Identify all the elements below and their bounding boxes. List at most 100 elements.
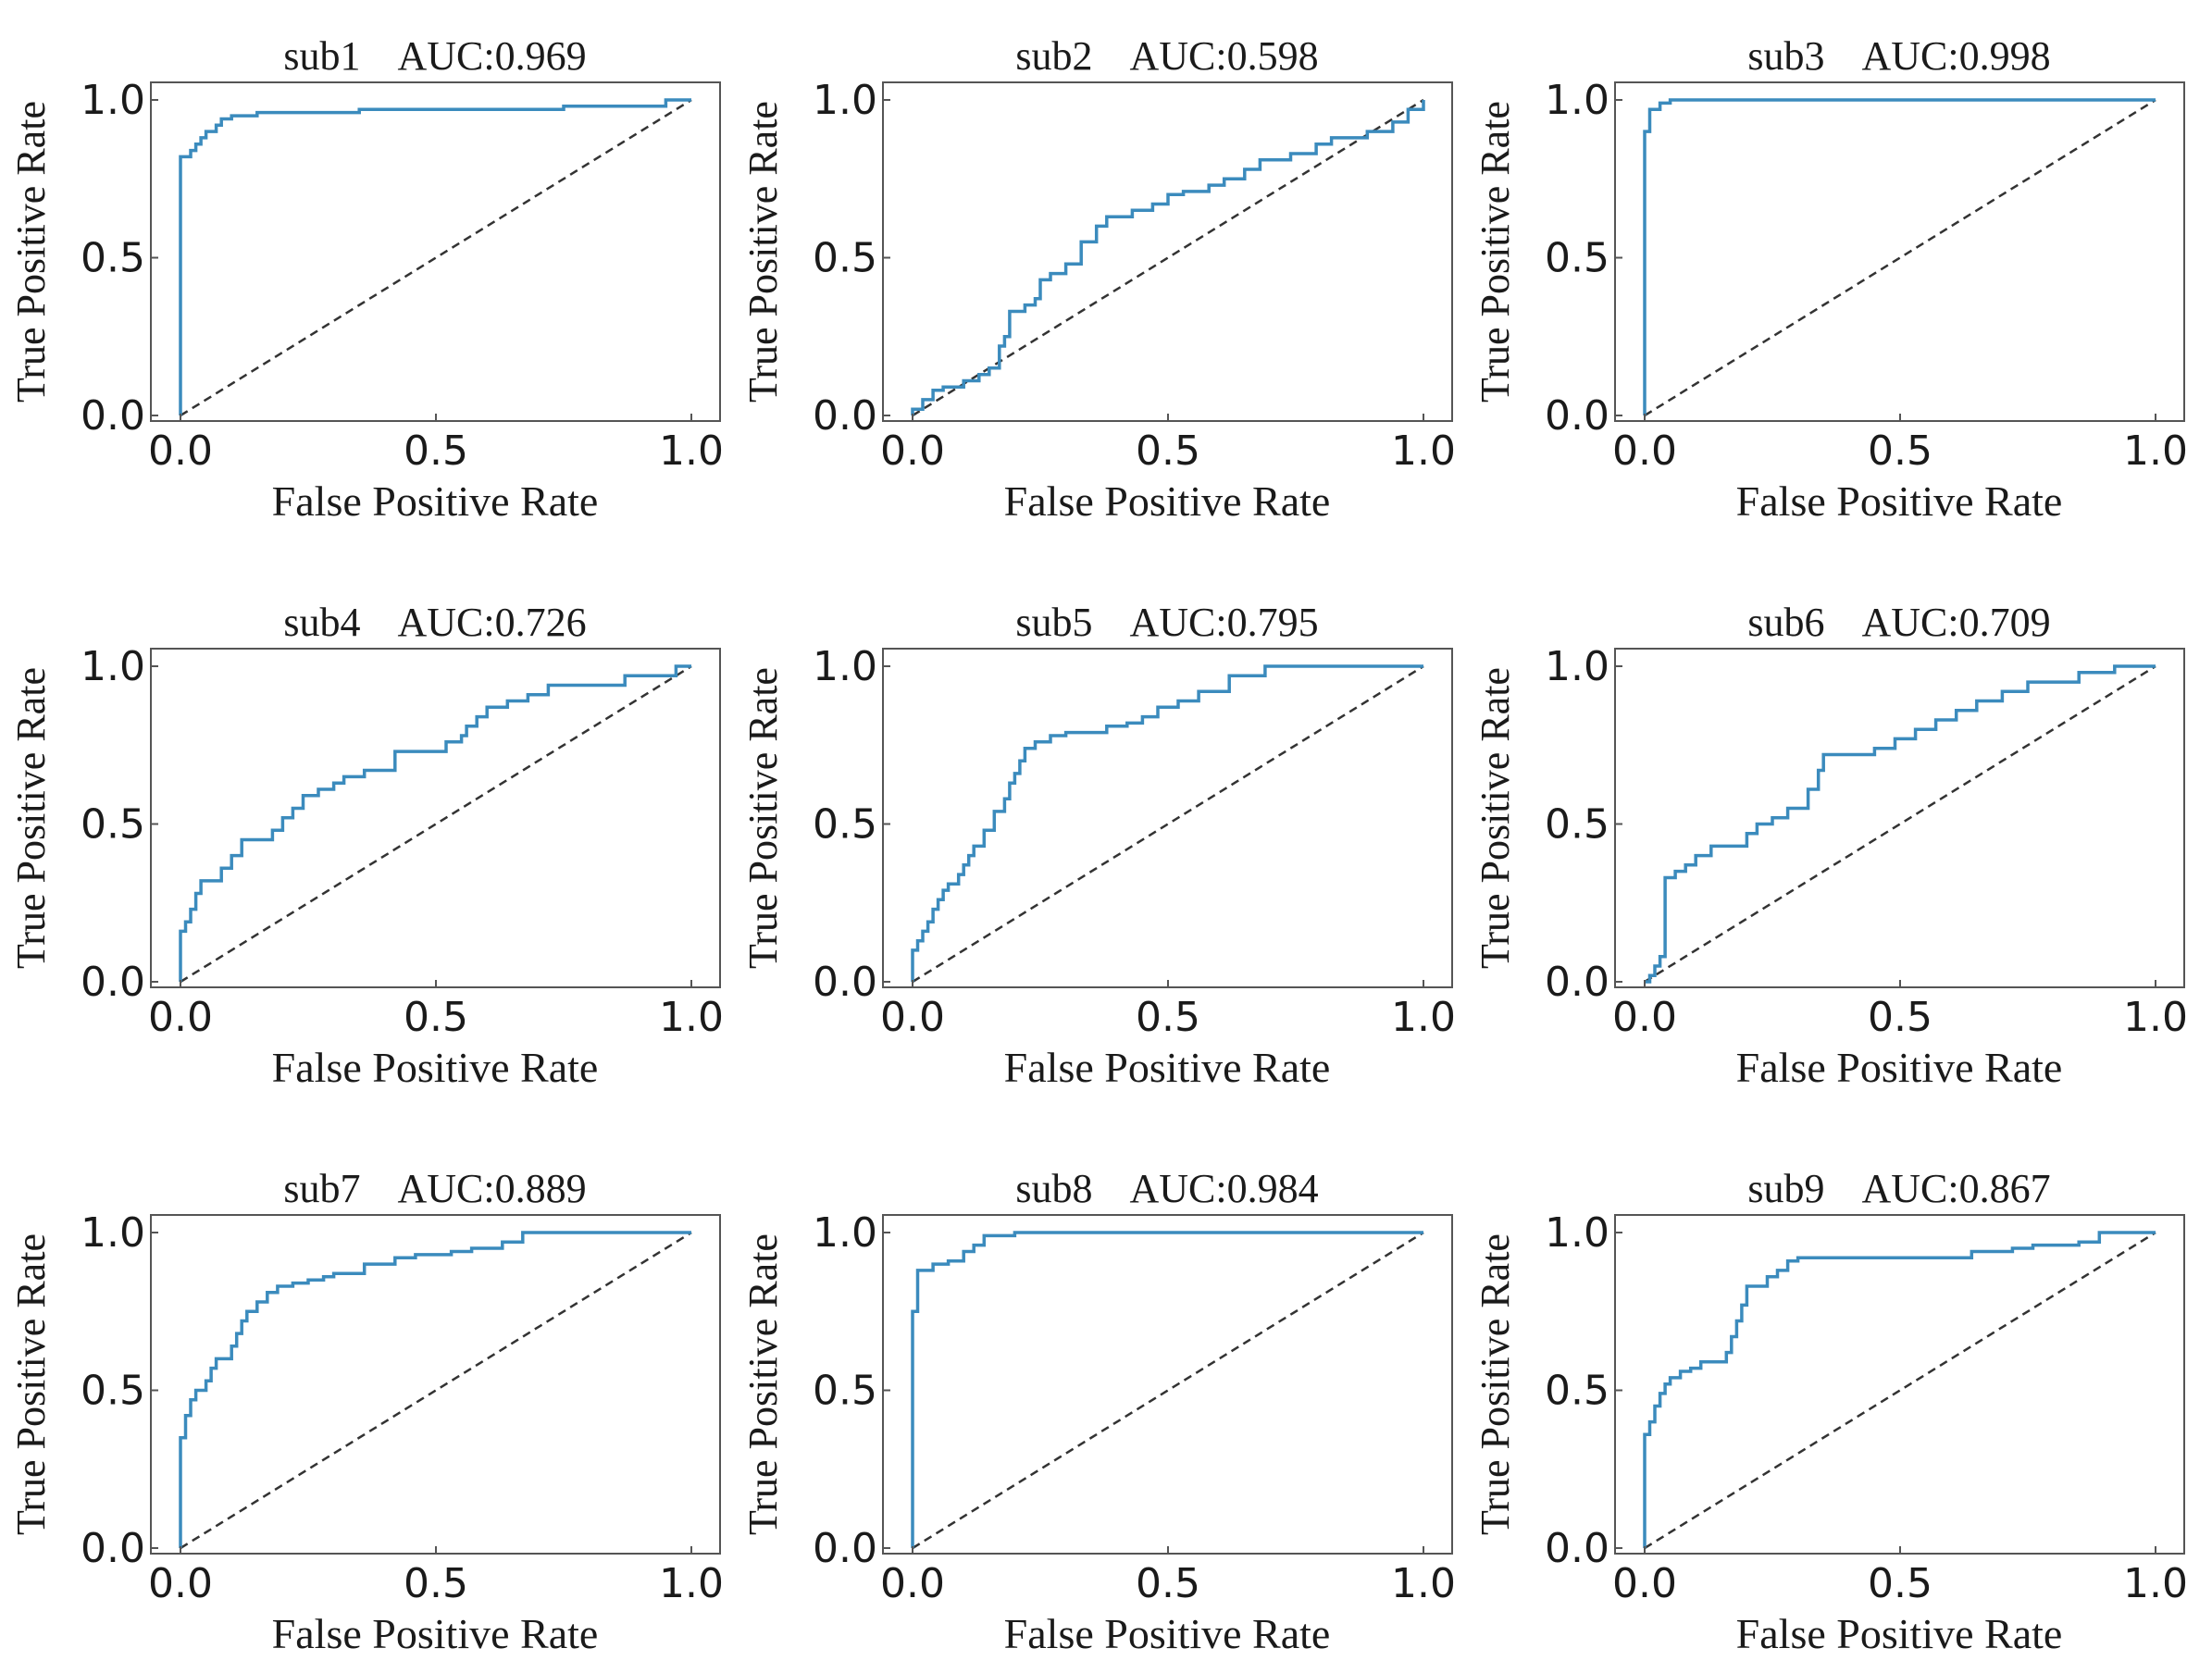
y-tick-label: 0.5	[1545, 801, 1609, 849]
subject-label: sub6	[1747, 600, 1824, 645]
subject-label: sub5	[1015, 600, 1092, 645]
y-tick-label: 0.0	[1545, 959, 1609, 1006]
y-tick-label: 0.5	[813, 1368, 877, 1415]
x-tick-label: 1.0	[659, 994, 724, 1041]
auc-label: AUC:0.969	[398, 33, 587, 79]
chart-title: sub9 AUC:0.867	[1747, 1166, 2050, 1211]
x-tick-label: 1.0	[1391, 1560, 1456, 1607]
y-tick-label: 1.0	[81, 643, 145, 690]
x-tick-label: 0.5	[1868, 428, 1932, 475]
x-axis-label: False Positive Rate	[1004, 477, 1331, 525]
subject-label: sub9	[1747, 1166, 1824, 1211]
x-tick-label: 0.0	[1612, 994, 1677, 1041]
auc-label: AUC:0.795	[1130, 600, 1319, 645]
x-tick-label: 0.0	[880, 428, 945, 475]
y-axis-label: True Positive Rate	[1473, 667, 1518, 969]
chart-title: sub5 AUC:0.795	[1015, 600, 1318, 645]
y-axis-label: True Positive Rate	[1473, 101, 1518, 403]
auc-label: AUC:0.726	[398, 600, 587, 645]
chance-line	[912, 1231, 1424, 1550]
chance-line	[180, 1231, 692, 1550]
chart-title: sub2 AUC:0.598	[1015, 33, 1318, 79]
roc-panel-sub3: sub3 AUC:0.998 0.00.0 0.5 0.5 1.0 1.0 False Pos…	[1473, 33, 2188, 525]
x-axis-label: False Positive Rate	[1736, 1610, 2063, 1657]
x-tick-label: 1.0	[1391, 994, 1456, 1041]
x-tick-label: 0.0	[1612, 428, 1677, 475]
chart-title: sub6 AUC:0.709	[1747, 600, 2050, 645]
y-tick-label: 0.5	[1545, 235, 1609, 282]
x-tick-label: 0.0	[880, 1560, 945, 1607]
auc-label: AUC:0.889	[398, 1166, 587, 1211]
y-tick-label: 0.0	[1545, 1525, 1609, 1572]
plot-frame	[150, 648, 721, 988]
x-tick-label: 0.5	[1136, 1560, 1200, 1607]
y-tick-label: 1.0	[1545, 643, 1609, 690]
chance-line	[1644, 664, 2156, 984]
chance-line	[180, 664, 692, 984]
y-tick-label: 0.5	[813, 235, 877, 282]
roc-curve	[911, 664, 1423, 982]
subject-label: sub2	[1015, 33, 1092, 79]
y-tick-label: 1.0	[813, 77, 877, 124]
roc-curve	[911, 1231, 1423, 1548]
roc-panel-sub7: sub7 AUC:0.889 0.00.0 0.5 0.5 1.0 1.0 False Pos…	[8, 1166, 724, 1657]
x-tick-label: 1.0	[659, 1560, 724, 1607]
x-tick-label: 0.5	[1136, 994, 1200, 1041]
x-tick-label: 0.5	[404, 994, 468, 1041]
x-tick-label: 0.0	[148, 428, 213, 475]
plot-frame	[150, 81, 721, 422]
y-tick-label: 1.0	[813, 1209, 877, 1257]
roc-panel-sub1: sub1 AUC:0.969 0.00.0 0.5 0.5 1.0 1.0 False Pos…	[8, 33, 724, 525]
roc-panel-sub8: sub8 AUC:0.984 0.00.0 0.5 0.5 1.0 1.0 False Pos…	[740, 1166, 1456, 1657]
x-axis-label: False Positive Rate	[1004, 1044, 1331, 1091]
roc-panel-sub4: sub4 AUC:0.726 0.00.0 0.5 0.5 1.0 1.0 False Pos…	[8, 600, 724, 1091]
plot-frame	[150, 1214, 721, 1555]
x-axis-label: False Positive Rate	[1736, 1044, 2063, 1091]
y-tick-label: 1.0	[813, 643, 877, 690]
y-axis-label: True Positive Rate	[8, 101, 54, 403]
plot-frame	[882, 1214, 1453, 1555]
x-tick-label: 0.0	[1612, 1560, 1677, 1607]
plot-frame	[1614, 1214, 2185, 1555]
y-tick-label: 0.0	[1545, 392, 1609, 440]
x-tick-label: 0.0	[880, 994, 945, 1041]
y-tick-label: 0.0	[81, 959, 145, 1006]
chart-title: sub7 AUC:0.889	[283, 1166, 586, 1211]
x-tick-label: 1.0	[2123, 1560, 2188, 1607]
plot-frame	[1614, 81, 2185, 422]
x-tick-label: 0.5	[404, 1560, 468, 1607]
chance-line	[180, 98, 692, 417]
auc-label: AUC:0.867	[1862, 1166, 2051, 1211]
x-tick-label: 1.0	[2123, 994, 2188, 1041]
roc-panel-sub2: sub2 AUC:0.598 0.00.0 0.5 0.5 1.0 1.0 False Pos…	[740, 33, 1456, 525]
x-tick-label: 0.0	[148, 994, 213, 1041]
y-axis-label: True Positive Rate	[8, 667, 54, 969]
roc-curve	[179, 1231, 691, 1548]
x-tick-label: 0.5	[1868, 1560, 1932, 1607]
x-tick-label: 1.0	[2123, 428, 2188, 475]
x-tick-label: 0.5	[1136, 428, 1200, 475]
roc-curve	[179, 664, 691, 982]
x-axis-label: False Positive Rate	[272, 477, 599, 525]
chart-title: sub1 AUC:0.969	[283, 33, 586, 79]
y-tick-label: 1.0	[1545, 77, 1609, 124]
x-tick-label: 0.5	[1868, 994, 1932, 1041]
y-tick-label: 0.0	[813, 392, 877, 440]
subject-label: sub1	[283, 33, 360, 79]
y-tick-label: 1.0	[81, 1209, 145, 1257]
subject-label: sub7	[283, 1166, 360, 1211]
x-tick-label: 0.0	[148, 1560, 213, 1607]
roc-curve	[1643, 1231, 2156, 1548]
y-tick-label: 0.0	[813, 959, 877, 1006]
auc-label: AUC:0.598	[1130, 33, 1319, 79]
y-axis-label: True Positive Rate	[740, 101, 786, 403]
x-tick-label: 1.0	[659, 428, 724, 475]
auc-label: AUC:0.709	[1862, 600, 2051, 645]
x-axis-label: False Positive Rate	[272, 1044, 599, 1091]
x-axis-label: False Positive Rate	[1004, 1610, 1331, 1657]
x-tick-label: 0.5	[404, 428, 468, 475]
subject-label: sub3	[1747, 33, 1824, 79]
x-axis-label: False Positive Rate	[1736, 477, 2063, 525]
auc-label: AUC:0.998	[1862, 33, 2051, 79]
